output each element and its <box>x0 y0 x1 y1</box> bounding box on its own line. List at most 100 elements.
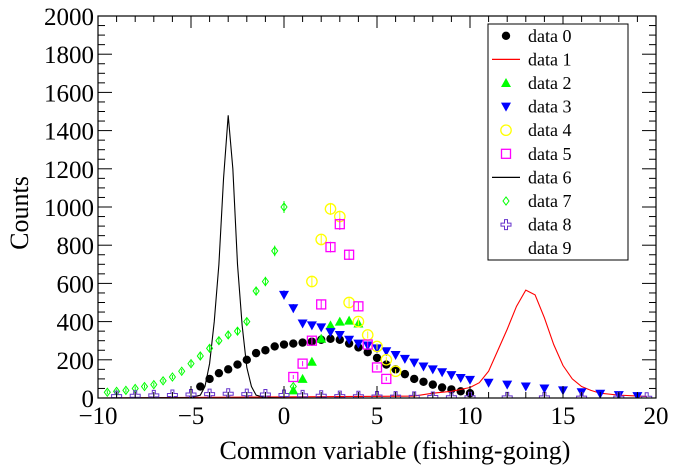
data-point <box>261 276 270 287</box>
data-point <box>381 373 392 385</box>
data-point <box>362 339 373 350</box>
legend-label: data 3 <box>528 97 571 117</box>
legend-entry: data 5 <box>500 144 571 164</box>
data-point <box>306 335 318 346</box>
series-line <box>98 289 647 398</box>
data-point <box>148 389 160 398</box>
legend-label: data 0 <box>528 26 571 46</box>
legend-swatch <box>500 148 512 159</box>
data-point <box>352 315 365 328</box>
x-tick-label: 20 <box>644 403 669 430</box>
legend-label: data 2 <box>528 73 571 93</box>
data-point <box>315 390 327 398</box>
legend-entry: data 0 <box>501 26 571 46</box>
legend-swatch <box>501 31 511 40</box>
data-point <box>408 391 420 398</box>
data-point <box>539 384 550 394</box>
y-tick-label: 200 <box>57 348 95 375</box>
data-point <box>372 353 382 363</box>
data-point <box>502 380 513 390</box>
data-point <box>316 299 327 310</box>
x-tick-label: 5 <box>371 403 384 430</box>
data-point <box>381 347 392 357</box>
data-point <box>446 371 457 381</box>
data-point <box>185 389 197 398</box>
data-point <box>243 316 251 327</box>
legend-swatch <box>501 102 511 112</box>
data-point <box>224 365 233 374</box>
data-point <box>233 326 242 336</box>
data-point <box>371 390 383 398</box>
data-point <box>205 374 214 384</box>
data-point <box>159 375 167 386</box>
data-point <box>111 390 123 398</box>
data-point <box>297 358 308 369</box>
data-point <box>288 371 299 383</box>
x-tick-label: 15 <box>551 403 576 430</box>
legend-entry: data 4 <box>500 120 571 140</box>
data-point <box>418 362 429 372</box>
data-point <box>289 339 298 348</box>
data-point <box>122 385 130 396</box>
data-point <box>353 301 364 312</box>
data-point <box>150 379 158 390</box>
data-point <box>280 202 288 212</box>
data-point <box>427 391 439 398</box>
data-point <box>222 388 234 398</box>
series-data-4 <box>306 202 402 378</box>
y-tick-label: 1800 <box>44 42 94 69</box>
data-point <box>353 339 364 349</box>
tick-labels: −10 −5 0 5 10 15 20020040060080010001200140016… <box>44 4 669 430</box>
data-point <box>324 203 337 215</box>
data-point <box>428 380 437 389</box>
data-point <box>520 382 531 392</box>
data-point <box>242 355 251 364</box>
legend-label: data 4 <box>528 120 571 140</box>
data-point <box>215 335 223 346</box>
data-point <box>316 333 327 343</box>
data-point <box>390 351 401 361</box>
data-point <box>483 378 494 388</box>
legend-entry: data 2 <box>501 73 571 93</box>
data-point <box>343 249 355 260</box>
legend-label: data 9 <box>528 238 571 258</box>
data-point <box>464 391 476 398</box>
data-point <box>344 335 355 345</box>
legend-entry: data 6 <box>492 167 571 187</box>
data-point <box>334 330 345 340</box>
data-point <box>501 391 513 398</box>
data-point <box>419 377 428 386</box>
y-tick-label: 1600 <box>44 80 94 107</box>
y-tick-label: 600 <box>57 271 95 298</box>
y-tick-label: 1000 <box>44 195 94 222</box>
x-tick-label: 10 <box>458 403 483 430</box>
data-point <box>271 246 279 256</box>
data-point <box>334 316 345 326</box>
series-line <box>98 115 656 398</box>
y-tick-label: 0 <box>82 386 95 413</box>
y-tick-label: 400 <box>57 310 95 337</box>
x-axis-title: Common variable (fishing-going) <box>220 436 571 465</box>
series-data-6 <box>98 115 656 398</box>
legend-label: data 7 <box>528 191 571 211</box>
data-point <box>306 275 318 288</box>
legend-label: data 5 <box>528 144 571 164</box>
data-point <box>214 368 224 378</box>
data-point <box>410 374 419 384</box>
data-point <box>455 373 466 383</box>
legend-label: data 6 <box>528 167 571 187</box>
data-point <box>389 365 402 378</box>
x-tick-label: −5 <box>178 403 205 430</box>
data-point <box>196 382 205 391</box>
data-point <box>445 391 457 398</box>
data-point <box>297 389 309 398</box>
legend-swatch <box>500 124 512 137</box>
data-point <box>261 346 270 355</box>
legend-entry: data 8 <box>500 215 571 235</box>
data-point <box>334 219 345 230</box>
data-point <box>437 383 447 392</box>
data-point <box>288 304 299 314</box>
data-point <box>298 338 307 347</box>
data-point <box>576 392 588 398</box>
data-point <box>316 323 327 333</box>
